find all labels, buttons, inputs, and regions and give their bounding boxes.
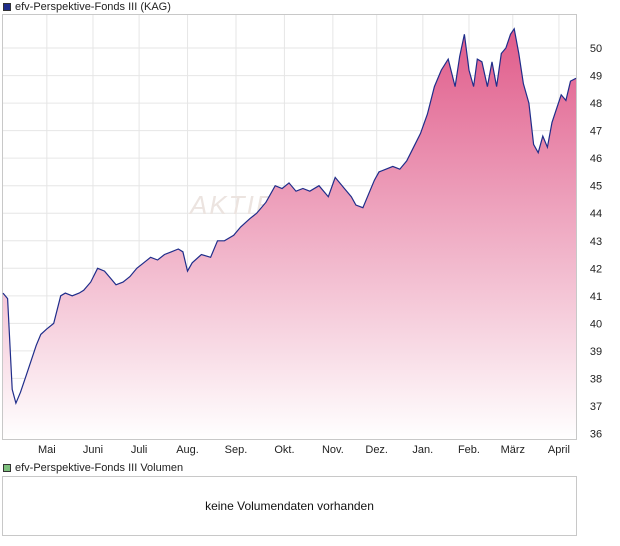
y-axis: 36 37 38 39 40 41 42 43 44 45 46 47 48 49 50 (590, 43, 602, 440)
x-tick-label: März (501, 444, 525, 456)
y-tick-label: 45 (590, 181, 602, 193)
price-series-line (2, 27, 577, 406)
x-tick-label: Dez. (365, 444, 388, 456)
y-tick-label: 38 (590, 373, 602, 385)
price-area-fill (3, 28, 576, 440)
x-tick-label: Feb. (458, 444, 480, 456)
x-tick-label: Jan. (412, 444, 433, 456)
x-tick-label: Nov. (322, 444, 344, 456)
x-tick-label: Sep. (225, 444, 248, 456)
y-tick-label: 43 (590, 236, 602, 248)
legend-volume: efv-Perspektive-Fonds III Volumen (3, 461, 183, 475)
legend-price-label: efv-Perspektive-Fonds III (KAG) (15, 1, 171, 13)
y-tick-label: 37 (590, 401, 602, 413)
x-tick-label: April (548, 444, 570, 456)
no-volume-message: keine Volumendaten vorhanden (205, 499, 374, 513)
x-tick-label: Aug. (176, 444, 199, 456)
x-tick-label: Juli (131, 444, 148, 456)
y-tick-label: 36 (590, 428, 602, 440)
y-tick-label: 41 (590, 291, 602, 303)
volume-chart-panel: keine Volumendaten vorhanden (2, 476, 577, 536)
y-tick-label: 50 (590, 43, 602, 55)
x-tick-label: Juni (83, 444, 103, 456)
y-tick-label: 48 (590, 98, 602, 110)
legend-price-swatch (3, 3, 11, 11)
y-tick-label: 49 (590, 71, 602, 83)
x-tick-label: Okt. (274, 444, 294, 456)
x-axis: Mai Juni Juli Aug. Sep. Okt. Nov. Dez. Jan. Feb. M… (38, 444, 570, 456)
y-tick-label: 47 (590, 126, 602, 138)
legend-price: efv-Perspektive-Fonds III (KAG) (3, 0, 171, 14)
chart-area-layer (2, 27, 577, 440)
y-tick-label: 44 (590, 208, 602, 220)
y-tick-label: 46 (590, 153, 602, 165)
y-tick-label: 42 (590, 263, 602, 275)
legend-volume-label: efv-Perspektive-Fonds III Volumen (15, 462, 184, 474)
legend-volume-swatch (3, 464, 11, 472)
y-tick-label: 39 (590, 346, 602, 358)
y-tick-label: 40 (590, 318, 602, 330)
x-tick-label: Mai (38, 444, 56, 456)
